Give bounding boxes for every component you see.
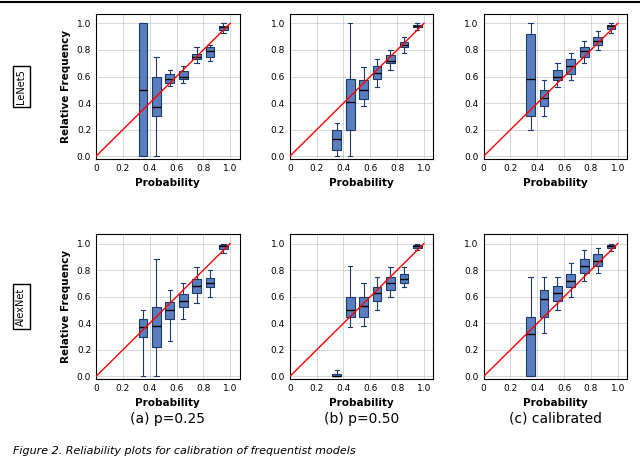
PathPatch shape <box>526 34 535 117</box>
X-axis label: Probability: Probability <box>523 178 588 188</box>
PathPatch shape <box>192 279 201 292</box>
PathPatch shape <box>359 297 368 317</box>
X-axis label: Probability: Probability <box>523 398 588 409</box>
PathPatch shape <box>152 307 161 347</box>
X-axis label: Probability: Probability <box>329 398 394 409</box>
PathPatch shape <box>346 297 355 317</box>
PathPatch shape <box>553 286 562 300</box>
X-axis label: Probability: Probability <box>136 178 200 188</box>
PathPatch shape <box>219 245 228 249</box>
PathPatch shape <box>607 25 616 29</box>
PathPatch shape <box>540 90 548 106</box>
Text: Figure 2. Reliability plots for calibration of frequentist models: Figure 2. Reliability plots for calibrat… <box>13 446 355 456</box>
PathPatch shape <box>566 274 575 287</box>
Text: LeNet5: LeNet5 <box>17 69 26 104</box>
PathPatch shape <box>372 287 381 300</box>
PathPatch shape <box>580 47 589 57</box>
PathPatch shape <box>566 59 575 74</box>
PathPatch shape <box>593 37 602 44</box>
PathPatch shape <box>413 25 422 27</box>
PathPatch shape <box>526 317 535 376</box>
PathPatch shape <box>580 259 589 273</box>
PathPatch shape <box>165 74 174 83</box>
PathPatch shape <box>386 277 395 290</box>
PathPatch shape <box>413 245 422 248</box>
PathPatch shape <box>152 76 161 117</box>
X-axis label: Probability: Probability <box>329 178 394 188</box>
PathPatch shape <box>219 26 228 30</box>
X-axis label: Probability: Probability <box>136 398 200 409</box>
PathPatch shape <box>139 319 147 336</box>
PathPatch shape <box>593 254 602 266</box>
PathPatch shape <box>386 55 395 63</box>
PathPatch shape <box>205 47 214 57</box>
PathPatch shape <box>359 80 368 99</box>
PathPatch shape <box>332 374 341 376</box>
Text: (a) p=0.25: (a) p=0.25 <box>131 412 205 426</box>
Text: AlexNet: AlexNet <box>17 287 26 326</box>
PathPatch shape <box>179 71 188 79</box>
PathPatch shape <box>399 274 408 284</box>
PathPatch shape <box>179 294 188 307</box>
PathPatch shape <box>165 302 174 319</box>
PathPatch shape <box>192 54 201 59</box>
PathPatch shape <box>553 70 562 80</box>
Text: (b) p=0.50: (b) p=0.50 <box>324 412 399 426</box>
Y-axis label: Relative Frequency: Relative Frequency <box>61 30 71 143</box>
PathPatch shape <box>607 245 616 248</box>
Y-axis label: Relative Frequency: Relative Frequency <box>61 250 71 363</box>
PathPatch shape <box>540 290 548 317</box>
Text: (c) calibrated: (c) calibrated <box>509 412 602 426</box>
PathPatch shape <box>372 66 381 79</box>
PathPatch shape <box>332 130 341 150</box>
PathPatch shape <box>399 42 408 47</box>
PathPatch shape <box>346 79 355 130</box>
PathPatch shape <box>139 23 147 156</box>
PathPatch shape <box>205 278 214 287</box>
